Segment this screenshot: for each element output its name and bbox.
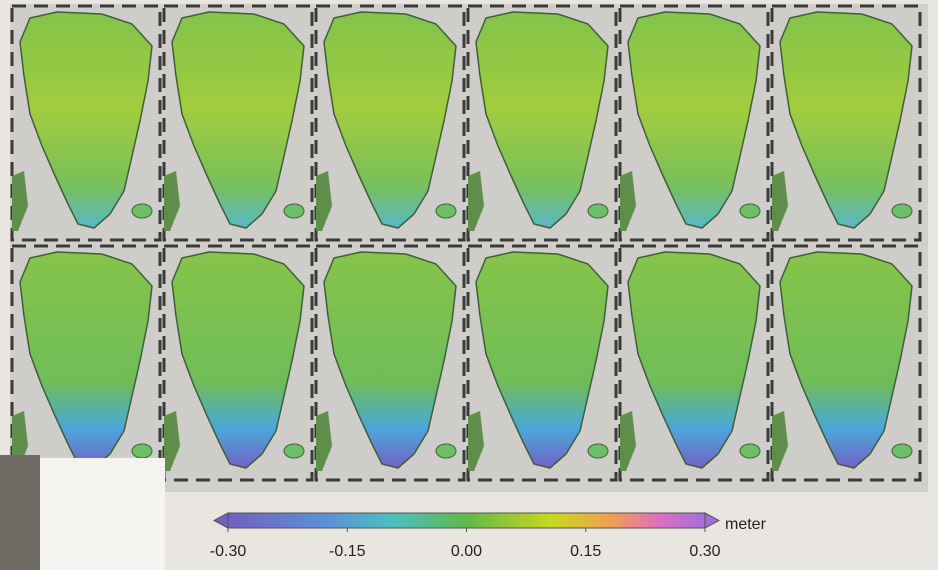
map-panel bbox=[618, 4, 770, 242]
coast bbox=[164, 411, 180, 471]
greenland bbox=[475, 251, 609, 469]
coast bbox=[468, 411, 484, 471]
map-panel bbox=[466, 4, 618, 242]
map-panel bbox=[770, 244, 922, 482]
greenland bbox=[627, 251, 761, 469]
coast bbox=[468, 171, 484, 231]
colorbar-tick-label: 0.30 bbox=[689, 543, 720, 560]
coast bbox=[620, 411, 636, 471]
greenland bbox=[323, 251, 457, 469]
scan-edge bbox=[0, 455, 40, 570]
map-panel bbox=[618, 244, 770, 482]
colorbar-tick-label: -0.15 bbox=[329, 543, 366, 560]
greenland bbox=[19, 251, 153, 469]
iceland bbox=[891, 203, 913, 219]
coast bbox=[316, 171, 332, 231]
panels bbox=[10, 4, 922, 482]
scan-patch bbox=[40, 458, 165, 570]
greenland bbox=[19, 11, 153, 229]
iceland bbox=[131, 203, 153, 219]
colorbar-tick-label: -0.30 bbox=[210, 543, 247, 560]
coast bbox=[316, 411, 332, 471]
greenland bbox=[171, 11, 305, 229]
iceland bbox=[587, 443, 609, 459]
map-panel bbox=[466, 244, 618, 482]
map-panel bbox=[314, 4, 466, 242]
map-panel bbox=[770, 4, 922, 242]
greenland bbox=[627, 11, 761, 229]
coast bbox=[12, 171, 28, 231]
colorbar-arrow-left bbox=[212, 512, 229, 529]
iceland bbox=[131, 443, 153, 459]
greenland bbox=[323, 11, 457, 229]
coast bbox=[620, 171, 636, 231]
iceland bbox=[435, 203, 457, 219]
greenland bbox=[475, 11, 609, 229]
colorbar-tick-label: 0.15 bbox=[570, 543, 601, 560]
iceland bbox=[435, 443, 457, 459]
map-panel bbox=[162, 244, 314, 482]
colorbar: meter -0.30 -0.15 0.00 0.15 0.30 bbox=[210, 512, 767, 560]
colorbar-body bbox=[227, 512, 706, 529]
iceland bbox=[891, 443, 913, 459]
coast bbox=[772, 411, 788, 471]
greenland bbox=[171, 251, 305, 469]
greenland bbox=[779, 251, 913, 469]
iceland bbox=[739, 443, 761, 459]
colorbar-tick-label: 0.00 bbox=[451, 543, 482, 560]
iceland bbox=[739, 203, 761, 219]
coast bbox=[164, 171, 180, 231]
colorbar-arrow-right bbox=[704, 512, 721, 529]
map-panel bbox=[10, 244, 162, 482]
iceland bbox=[283, 203, 305, 219]
iceland bbox=[283, 443, 305, 459]
map-panel bbox=[162, 4, 314, 242]
iceland bbox=[587, 203, 609, 219]
colorbar-unit: meter bbox=[725, 516, 767, 533]
map-panel bbox=[314, 244, 466, 482]
map-panel bbox=[10, 4, 162, 242]
coast bbox=[772, 171, 788, 231]
greenland bbox=[779, 11, 913, 229]
